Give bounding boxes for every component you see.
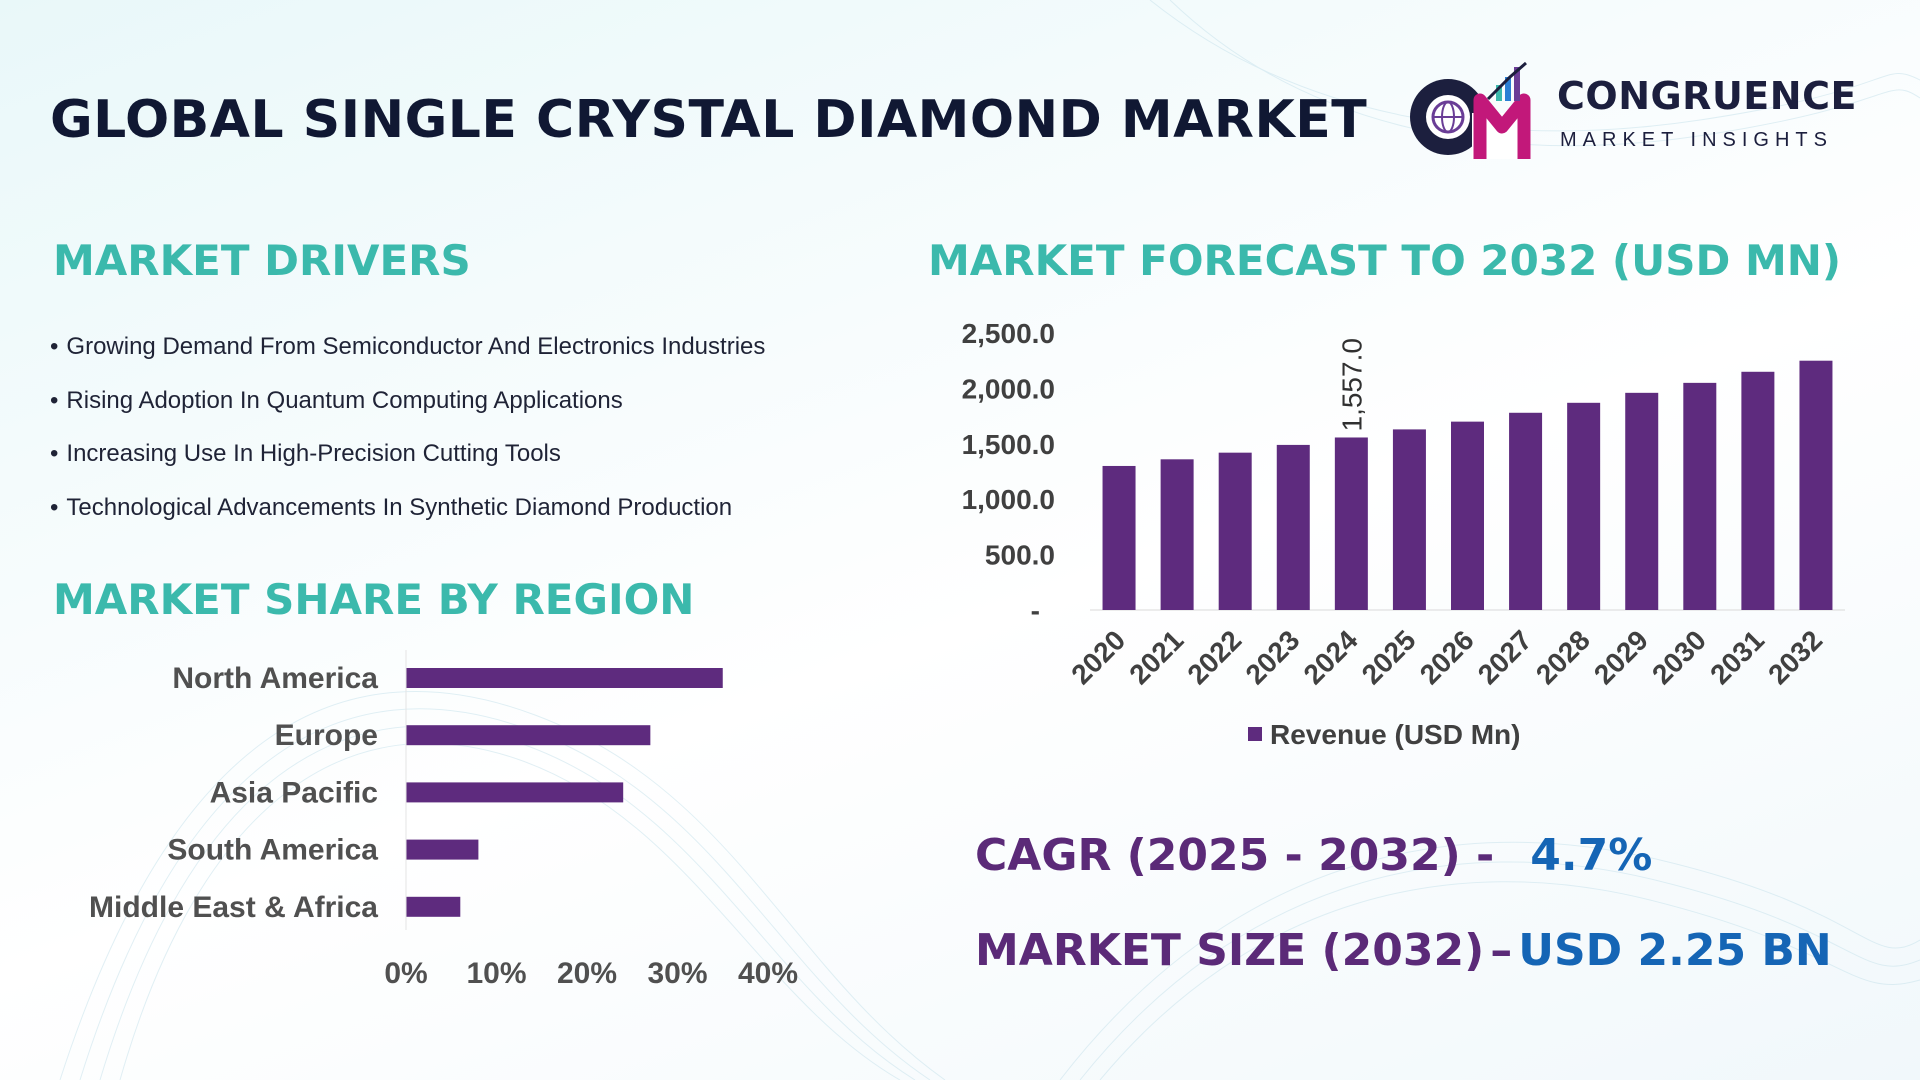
x-tick-label: 2022 xyxy=(1181,624,1247,690)
logo-tagline: MARKET INSIGHTS xyxy=(1560,129,1833,151)
x-tick-label: 2021 xyxy=(1123,624,1189,690)
x-tick-label: 2029 xyxy=(1588,624,1654,690)
forecast-bar xyxy=(1276,444,1310,610)
x-tick-label: 2024 xyxy=(1298,624,1364,690)
forecast-bar xyxy=(1102,465,1136,610)
market-size-value: USD 2.25 BN xyxy=(1518,925,1832,976)
market-share-title: MARKET SHARE BY REGION xyxy=(53,575,695,624)
region-bar xyxy=(406,725,651,746)
x-tick-label: 2020 xyxy=(1065,624,1131,690)
driver-text: Technological Advancements In Synthetic … xyxy=(66,493,733,521)
logo-mark-icon xyxy=(1410,61,1531,159)
market-drivers-title: MARKET DRIVERS xyxy=(53,236,471,285)
region-label: Middle East & Africa xyxy=(89,891,378,924)
legend-swatch xyxy=(1248,727,1262,741)
driver-item: • Rising Adoption In Quantum Computing Ap… xyxy=(50,384,765,438)
forecast-bar xyxy=(1160,459,1194,610)
region-label: Asia Pacific xyxy=(210,776,378,809)
region-bar xyxy=(406,782,624,803)
forecast-bar xyxy=(1334,437,1368,610)
forecast-chart: -500.01,000.01,500.02,000.02,500.0202020… xyxy=(962,318,1845,750)
y-tick-label: 2,500.0 xyxy=(962,318,1055,349)
forecast-bar xyxy=(1218,452,1252,610)
forecast-bar xyxy=(1451,421,1484,610)
region-share-chart: North America Europe Asia Pacific South Ame… xyxy=(89,650,798,990)
driver-text: Rising Adoption In Quantum Computing App… xyxy=(66,386,623,414)
driver-item: • Increasing Use In High-Precision Cuttin… xyxy=(50,437,765,491)
market-drivers-list: • Growing Demand From Semiconductor And E… xyxy=(50,330,765,544)
cagr-value: 4.7% xyxy=(1530,830,1653,881)
cagr-label: CAGR (2025 - 2032) - xyxy=(975,830,1495,881)
market-size-summary: MARKET SIZE (2032) – USD 2.25 BN xyxy=(975,925,1832,976)
forecast-bar xyxy=(1799,360,1833,610)
bullet-icon: • xyxy=(50,386,59,414)
x-tick-label: 2023 xyxy=(1240,624,1306,690)
region-label: South America xyxy=(167,834,378,867)
region-bar xyxy=(406,896,461,917)
page-title: GLOBAL SINGLE CRYSTAL DIAMOND MARKET xyxy=(50,90,1368,150)
forecast-bar xyxy=(1392,429,1426,610)
market-size-separator: – xyxy=(1490,925,1513,976)
x-tick-label: 2028 xyxy=(1530,624,1596,690)
x-tick-label: 2026 xyxy=(1414,624,1480,690)
driver-text: Growing Demand From Semiconductor And El… xyxy=(66,333,766,360)
y-tick-label: 1,000.0 xyxy=(962,484,1055,515)
x-tick-label: 0% xyxy=(384,957,427,990)
logo-name: CONGRUENCE xyxy=(1557,74,1857,118)
x-tick-label: 2032 xyxy=(1762,624,1828,690)
driver-item: • Growing Demand From Semiconductor And E… xyxy=(50,330,765,384)
y-tick-label: 2,000.0 xyxy=(962,373,1055,404)
forecast-bar xyxy=(1567,402,1601,610)
y-tick-label: 500.0 xyxy=(985,540,1055,571)
bullet-icon: • xyxy=(50,333,59,360)
driver-text: Increasing Use In High-Precision Cutting… xyxy=(66,440,561,467)
region-bar xyxy=(406,839,479,860)
legend-label: Revenue (USD Mn) xyxy=(1270,719,1520,750)
x-tick-label: 30% xyxy=(647,957,707,990)
company-logo: CONGRUENCE MARKET INSIGHTS xyxy=(1400,55,1880,165)
market-forecast-title: MARKET FORECAST TO 2032 (USD MN) xyxy=(928,236,1842,285)
forecast-bar xyxy=(1509,412,1543,610)
forecast-bar xyxy=(1625,392,1659,610)
x-tick-label: 2030 xyxy=(1646,624,1712,690)
x-tick-label: 2031 xyxy=(1704,624,1770,690)
driver-item: • Technological Advancements In Synthetic… xyxy=(50,491,765,545)
forecast-bar xyxy=(1683,382,1717,610)
region-bar xyxy=(406,668,723,688)
y-tick-label: 1,500.0 xyxy=(962,429,1055,460)
region-label: Europe xyxy=(275,719,378,752)
x-tick-label: 20% xyxy=(557,957,617,990)
x-tick-label: 2027 xyxy=(1472,624,1538,690)
x-tick-label: 2025 xyxy=(1356,624,1422,690)
region-label: North America xyxy=(172,662,378,695)
y-tick-label: - xyxy=(1031,595,1040,626)
data-label: 1,557.0 xyxy=(1336,338,1367,431)
x-tick-label: 40% xyxy=(738,957,798,990)
market-size-label: MARKET SIZE (2032) xyxy=(975,925,1485,976)
forecast-bar xyxy=(1741,371,1775,610)
bullet-icon: • xyxy=(50,440,59,467)
cagr-summary: CAGR (2025 - 2032) - 4.7% xyxy=(975,830,1652,881)
x-tick-label: 10% xyxy=(466,957,526,990)
bullet-icon: • xyxy=(50,493,59,521)
